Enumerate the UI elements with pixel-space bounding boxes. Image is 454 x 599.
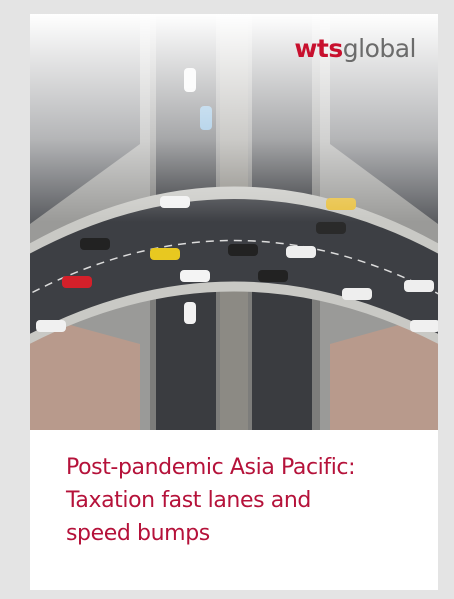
cover-title: Post-pandemic Asia Pacific: Taxation fas… xyxy=(66,451,355,550)
page: wtsglobal Post-pandemic Asia Pacific: Ta… xyxy=(0,0,454,599)
cover-image xyxy=(30,14,438,430)
title-line: speed bumps xyxy=(66,517,355,550)
title-line: Post-pandemic Asia Pacific: xyxy=(66,451,355,484)
title-line: Taxation fast lanes and xyxy=(66,484,355,517)
logo-suffix: global xyxy=(343,34,416,63)
cover: wtsglobal Post-pandemic Asia Pacific: Ta… xyxy=(30,14,438,590)
logo: wtsglobal xyxy=(294,34,416,63)
logo-brand: wts xyxy=(294,34,342,63)
